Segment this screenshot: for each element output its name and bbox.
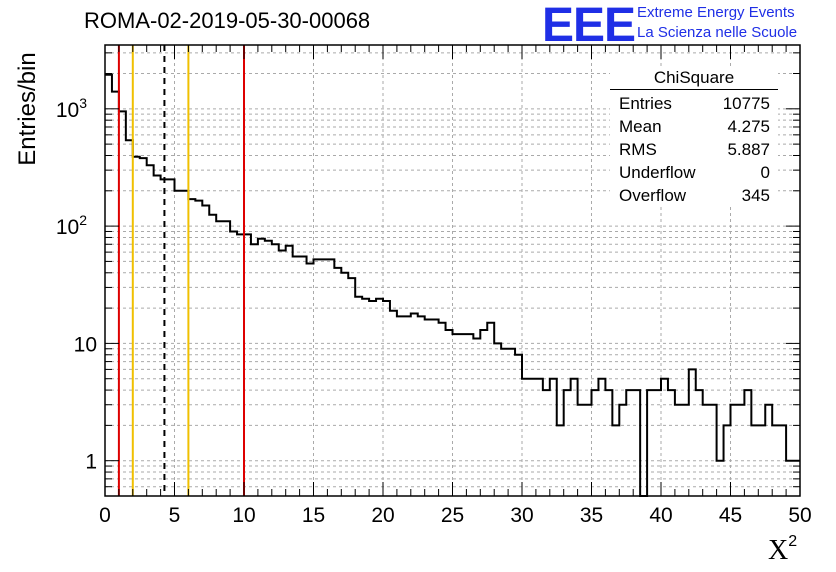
eee-logo: EEE — [542, 0, 636, 52]
logo-line-2: La Scienza nelle Scuole — [637, 24, 798, 41]
grid-lines — [105, 45, 800, 496]
reference-lines — [117, 45, 245, 496]
stats-value: 10775 — [722, 94, 770, 113]
y-tick-label: 102 — [56, 212, 87, 239]
y-tick-label: 103 — [56, 95, 87, 122]
stats-value: 345 — [741, 186, 770, 205]
x-axis-label: X2 — [768, 533, 797, 567]
x-tick-label: 20 — [371, 504, 394, 527]
x-axis-label-base: X — [768, 535, 789, 566]
axes — [104, 44, 801, 497]
y-tick-label: 10 — [74, 333, 97, 356]
x-tick-label: 10 — [232, 504, 255, 527]
x-tick-label: 30 — [510, 504, 533, 527]
stats-label: Mean — [619, 117, 662, 136]
x-tick-label: 50 — [788, 504, 811, 527]
x-tick-label: 25 — [441, 504, 464, 527]
x-axis-label-superscript: 2 — [788, 533, 798, 550]
stats-value: 5.887 — [727, 140, 770, 159]
stats-box: ChiSquare Entries 10775 Mean 4.275 RMS 5… — [610, 68, 778, 207]
x-tick-label: 35 — [580, 504, 603, 527]
x-tick-label: 0 — [99, 504, 111, 527]
stats-row-mean: Mean 4.275 — [610, 115, 778, 138]
stats-value: 0 — [760, 163, 770, 182]
stats-row-underflow: Underflow 0 — [610, 161, 778, 184]
stats-label: Underflow — [619, 163, 696, 182]
histogram-line — [105, 73, 800, 497]
stats-title: ChiSquare — [610, 68, 778, 90]
stats-label: Entries — [619, 94, 672, 113]
y-axis-label: Entries/bin — [14, 52, 41, 166]
stats-label: RMS — [619, 140, 657, 159]
y-tick-label: 1 — [85, 451, 97, 474]
stats-row-overflow: Overflow 345 — [610, 184, 778, 207]
logo-line-1: Extreme Energy Events — [637, 4, 795, 21]
x-tick-label: 5 — [169, 504, 181, 527]
chart-title: ROMA-02-2019-05-30-00068 — [84, 8, 371, 33]
histogram — [105, 73, 800, 497]
tick-labels: 0 5 10 15 20 25 30 35 40 45 50 1 10 102 103 — [56, 95, 812, 527]
stats-value: 4.275 — [727, 117, 770, 136]
stats-row-rms: RMS 5.887 — [610, 138, 778, 161]
x-tick-label: 45 — [719, 504, 742, 527]
stats-row-entries: Entries 10775 — [610, 92, 778, 115]
x-tick-label: 40 — [649, 504, 672, 527]
x-tick-label: 15 — [302, 504, 325, 527]
stats-label: Overflow — [619, 186, 687, 205]
